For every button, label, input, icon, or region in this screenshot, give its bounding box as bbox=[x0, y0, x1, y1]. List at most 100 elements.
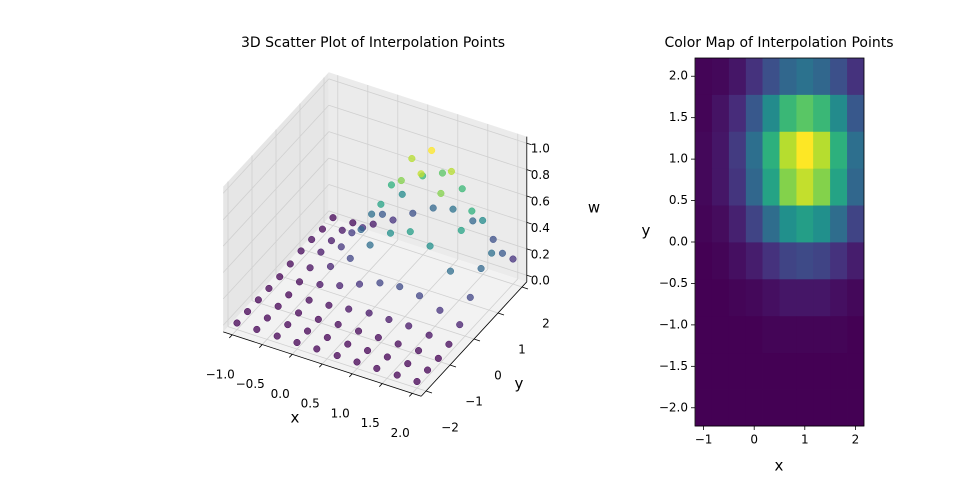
scatter-point bbox=[429, 204, 437, 212]
x-tick-label: 1.0 bbox=[331, 406, 350, 420]
scatter-point bbox=[477, 264, 485, 273]
heatmap-cell bbox=[762, 278, 780, 317]
scatter-point bbox=[355, 327, 363, 335]
scatter-point bbox=[373, 364, 381, 372]
heatmap-cell bbox=[762, 315, 780, 354]
heatmap-cell bbox=[779, 352, 797, 390]
heatmap-cell bbox=[762, 94, 780, 132]
scatter-point bbox=[479, 216, 487, 225]
scatter-point bbox=[304, 327, 312, 335]
heatmap-cell bbox=[796, 58, 814, 95]
heatmap-cell bbox=[813, 315, 831, 354]
heatmap-cell bbox=[796, 131, 814, 169]
scatter-point bbox=[295, 278, 304, 286]
heatmap-cell bbox=[830, 352, 848, 390]
grid-line bbox=[328, 131, 527, 197]
heatmap-cell bbox=[728, 168, 747, 206]
heatmap-cell bbox=[813, 389, 831, 427]
x-tick-label: 0.5 bbox=[301, 397, 320, 411]
y-tick-label: −1 bbox=[465, 395, 483, 409]
grid-line bbox=[222, 210, 330, 326]
scatter-point bbox=[394, 340, 402, 348]
scatter-point bbox=[428, 146, 436, 155]
heatmap-cell bbox=[745, 315, 763, 354]
scatter-point bbox=[387, 181, 395, 189]
heatmap-cell bbox=[847, 168, 865, 206]
heatmap-cell bbox=[711, 94, 730, 132]
x-tick-label: 2 bbox=[852, 433, 860, 447]
heatmap-cell bbox=[728, 58, 747, 95]
grid-line bbox=[299, 248, 499, 314]
scatter-title: 3D Scatter Plot of Interpolation Points bbox=[241, 35, 505, 51]
scatter-point bbox=[469, 217, 477, 225]
grid-line bbox=[251, 300, 451, 366]
scatter-point bbox=[297, 247, 305, 255]
scatter-point bbox=[393, 371, 401, 379]
heatmap-cell bbox=[728, 94, 747, 132]
heatmap-cell bbox=[779, 389, 797, 427]
heatmap-cell bbox=[711, 389, 730, 427]
tick-mark bbox=[526, 169, 532, 172]
heatmap-cell bbox=[695, 352, 713, 390]
heatmap-cell bbox=[796, 389, 814, 427]
heatmap-cell bbox=[745, 352, 763, 390]
grid-line bbox=[328, 104, 527, 171]
heatmap-cell bbox=[728, 242, 747, 280]
scatter-point bbox=[318, 225, 326, 233]
heatmap-cell bbox=[779, 278, 797, 317]
heatmap-cell bbox=[711, 205, 730, 243]
scatter-point bbox=[254, 296, 262, 304]
scatter-point bbox=[336, 282, 344, 290]
heatmap-cell bbox=[796, 94, 814, 132]
scatter-point bbox=[338, 226, 346, 234]
heatmap-cell bbox=[779, 242, 797, 280]
scatter-point bbox=[383, 353, 391, 361]
heatmap-cell bbox=[813, 168, 831, 206]
heatmap-cell bbox=[745, 94, 763, 132]
scatter-point bbox=[368, 210, 376, 218]
scatter-point bbox=[404, 360, 412, 368]
scatter-point bbox=[313, 345, 321, 353]
heatmap-cell bbox=[728, 205, 747, 243]
heatmap-cell bbox=[745, 168, 763, 206]
tick-mark bbox=[349, 373, 353, 378]
x-tick-label: −1.0 bbox=[206, 367, 235, 381]
tick-mark bbox=[526, 248, 532, 251]
y-axis-label: y bbox=[642, 222, 651, 240]
scatter-point bbox=[458, 185, 466, 193]
x-axis-line bbox=[223, 331, 422, 397]
tick-mark bbox=[425, 390, 433, 394]
heatmap-cell bbox=[779, 168, 797, 206]
scatter-point bbox=[345, 305, 353, 313]
scatter-point bbox=[466, 293, 474, 301]
heatmap-cell bbox=[796, 278, 814, 317]
heatmap-cell bbox=[830, 58, 848, 95]
scatter-point bbox=[376, 279, 384, 287]
scatter-point bbox=[406, 228, 414, 236]
heatmap-cell bbox=[813, 94, 831, 132]
heatmap-cell bbox=[762, 58, 780, 95]
scatter-point bbox=[366, 241, 374, 249]
scatter-point bbox=[488, 249, 496, 257]
scatter-point bbox=[386, 229, 395, 237]
z-tick-label: 0.6 bbox=[531, 195, 550, 209]
grid-line bbox=[275, 274, 475, 340]
grid-line bbox=[227, 326, 427, 392]
y-tick-label: −0.5 bbox=[659, 276, 688, 290]
y-tick-label: 2.0 bbox=[669, 69, 688, 83]
scatter-point bbox=[365, 309, 373, 317]
tick-mark bbox=[473, 338, 481, 342]
y-tick-label: 1.5 bbox=[669, 110, 688, 124]
scatter-point bbox=[233, 319, 241, 327]
heatmap-cell bbox=[745, 389, 763, 427]
scatter-point bbox=[327, 237, 335, 245]
scatter-point bbox=[424, 366, 432, 374]
y-axis-line bbox=[420, 281, 528, 397]
z-tick-label: 1.0 bbox=[531, 142, 550, 156]
scatter-point bbox=[436, 306, 444, 314]
tick-mark bbox=[521, 286, 529, 290]
scatter-point bbox=[417, 170, 425, 178]
heatmap-cell bbox=[762, 205, 780, 243]
scatter-point bbox=[415, 347, 423, 355]
heatmap-cell bbox=[728, 278, 747, 317]
